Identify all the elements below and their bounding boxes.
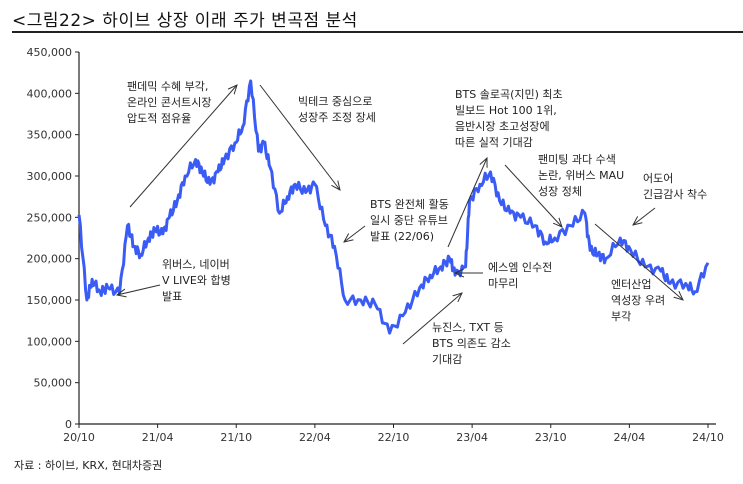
annotation-line: 빅테크 중심으로: [298, 95, 372, 108]
annotation-arrow: [447, 158, 487, 248]
title-divider: [12, 31, 743, 33]
annotation-line: 뉴진스, TXT 등: [432, 321, 504, 334]
y-tick-label: 400,000: [27, 87, 73, 100]
y-tick-label: 350,000: [27, 129, 73, 142]
y-tick-label: 150,000: [27, 294, 73, 307]
annotation-line: 역성장 우려: [611, 294, 665, 307]
annotation-arrow: [259, 84, 340, 190]
annotation-line: 일시 중단 유튜브: [370, 213, 448, 227]
annotation-line: 팬미팅 과다 수색: [538, 153, 616, 166]
y-tick-label: 450,000: [27, 46, 73, 59]
annotation-line: 발표: [162, 290, 182, 303]
annotation-line: BTS 의존도 감소: [432, 337, 511, 350]
annotation-line: 성장 정체: [538, 185, 582, 198]
annotation-line: 따른 실적 기대감: [455, 136, 533, 149]
annotation-line: 부각: [611, 310, 631, 323]
annotation-line: 논란, 위버스 MAU: [538, 169, 624, 182]
x-tick-label: 22/04: [299, 431, 331, 444]
annotation-arrow: [117, 284, 161, 295]
annotation-line: 압도적 점유율: [127, 112, 191, 125]
annotation-arrow: [129, 85, 237, 208]
y-tick-label: 50,000: [34, 377, 73, 390]
y-tick-label: 250,000: [27, 211, 73, 224]
annotation-arrow: [504, 164, 562, 227]
annotation-line: BTS 완전체 활동: [370, 197, 449, 211]
x-tick-label: 24/10: [692, 431, 724, 444]
x-tick-label: 23/10: [535, 431, 567, 444]
annotation-line: 발표 (22/06): [370, 230, 434, 243]
annotation-arrow: [633, 207, 656, 225]
annotation-line: 팬데믹 수혜 부각,: [127, 80, 208, 93]
annotation-line: 음반시장 초고성장에: [455, 120, 550, 133]
figure-title: <그림22> 하이브 상장 이래 주가 변곡점 분석: [12, 11, 358, 31]
annotation-line: 엔터산업: [611, 278, 651, 291]
annotation-line: 에스엠 인수전: [488, 261, 552, 274]
y-tick-label: 0: [65, 418, 72, 431]
annotation-line: 마무리: [488, 277, 518, 290]
annotation-line: BTS 솔로곡(지민) 최초: [455, 88, 563, 101]
x-tick-label: 21/04: [142, 431, 174, 444]
source-note: 자료 : 하이브, KRX, 현대차증권: [14, 459, 163, 472]
annotation-line: 위버스, 네이버: [162, 258, 230, 271]
y-tick-label: 200,000: [27, 253, 73, 266]
annotation-arrow: [344, 225, 366, 242]
x-tick-label: 24/04: [614, 431, 646, 444]
x-tick-label: 23/04: [456, 431, 488, 444]
annotation-line: V LIVE와 합병: [162, 274, 231, 287]
y-tick-label: 300,000: [27, 170, 73, 183]
x-tick-label: 22/10: [378, 431, 410, 444]
x-tick-label: 20/10: [63, 431, 95, 444]
annotation-line: 긴급감사 착수: [643, 188, 707, 201]
annotation-line: 어도어: [643, 172, 673, 185]
annotation-line: 기대감: [432, 353, 462, 366]
y-tick-label: 100,000: [27, 335, 73, 348]
annotation-line: 온라인 콘서트시장: [127, 96, 211, 109]
x-tick-label: 21/10: [220, 431, 252, 444]
annotation-arrow: [594, 223, 683, 300]
annotation-line: 성장주 조정 장세: [298, 111, 376, 124]
price-line: [77, 79, 710, 335]
annotation-line: 빌보드 Hot 100 1위,: [455, 104, 557, 117]
annotation-arrow: [402, 293, 462, 345]
